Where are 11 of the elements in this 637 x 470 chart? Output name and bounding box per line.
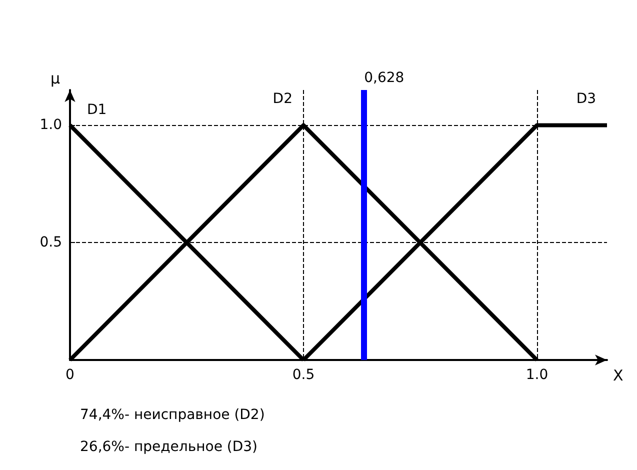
series-label: D1 <box>87 102 107 118</box>
x-axis-title: X <box>613 366 624 384</box>
series-label: D3 <box>576 91 596 108</box>
x-tick-label: 0 <box>66 367 74 383</box>
y-axis-title: μ <box>50 70 60 88</box>
ref-line-label: 0,628 <box>364 70 404 86</box>
x-tick-label: 1.0 <box>526 367 548 383</box>
text: 26,6%- предельное (D3) <box>80 439 258 455</box>
text: 74,4%- неисправное (D2) <box>80 407 265 423</box>
series-label: D2 <box>272 91 292 108</box>
x-tick-label: 0.5 <box>292 367 315 383</box>
